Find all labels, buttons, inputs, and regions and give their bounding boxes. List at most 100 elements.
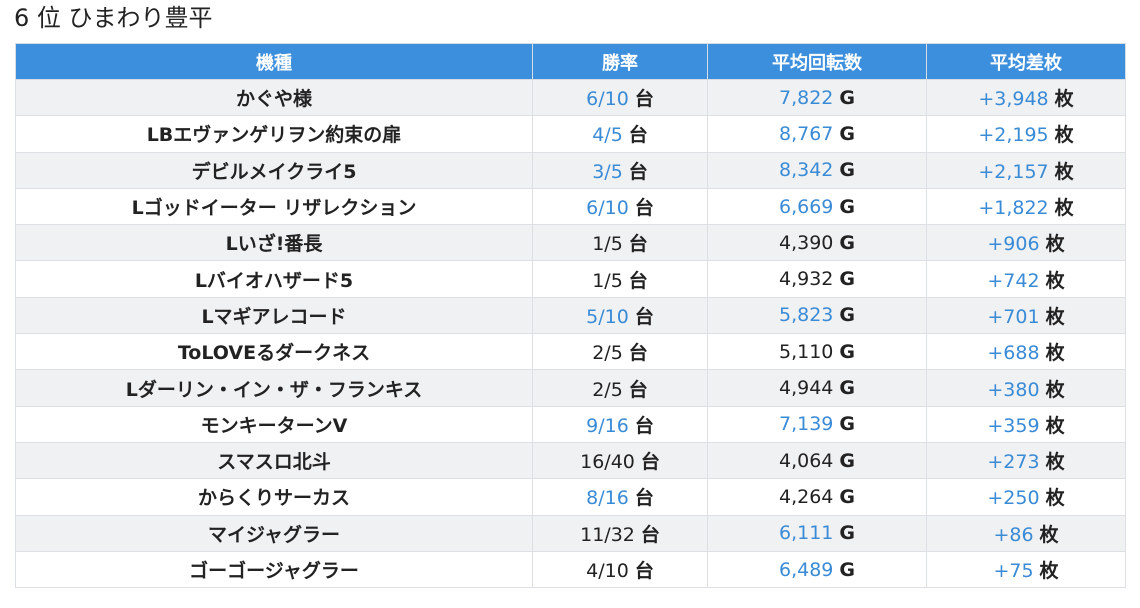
avg-spins-value: 7,822 bbox=[778, 86, 834, 109]
avg-diff-value: +359 bbox=[987, 414, 1040, 437]
avg-diff-cell: +2,157 枚 bbox=[926, 151, 1126, 189]
column-header-win-rate[interactable]: 勝率 bbox=[532, 43, 708, 80]
win-rate-cell: 1/5 台 bbox=[532, 224, 708, 262]
table-row: Lバイオハザード5 1/5 台 4,932 G +742 枚 bbox=[15, 260, 1126, 298]
machine-name-cell: ゴーゴージャグラー bbox=[15, 550, 533, 589]
machine-name: Lマギアレコード bbox=[201, 305, 347, 328]
machine-name: かぐや様 bbox=[235, 88, 312, 111]
avg-spins-unit: G bbox=[839, 485, 855, 508]
table-row: デビルメイクライ5 3/5 台 8,342 G +2,157 枚 bbox=[15, 151, 1126, 189]
avg-diff-cell: +906 枚 bbox=[926, 224, 1126, 262]
avg-diff-cell: +380 枚 bbox=[926, 369, 1126, 407]
machine-name-cell: Lバイオハザード5 bbox=[15, 260, 533, 298]
avg-spins-cell: 4,264 G bbox=[707, 478, 927, 516]
table-row: Lいざ!番長 1/5 台 4,390 G +906 枚 bbox=[15, 224, 1126, 262]
win-rate-value: 11/32 bbox=[580, 523, 635, 546]
win-rate-cell: 11/32 台 bbox=[532, 514, 708, 552]
win-rate-value: 16/40 bbox=[580, 451, 635, 474]
avg-spins-unit: G bbox=[839, 86, 855, 109]
avg-diff-value: +742 bbox=[987, 269, 1040, 292]
avg-spins-cell: 7,139 G bbox=[707, 405, 927, 443]
avg-spins-value: 6,489 bbox=[778, 558, 834, 581]
win-rate-cell: 9/16 台 bbox=[532, 405, 708, 443]
ranking-table: 機種 勝率 平均回転数 平均差枚 かぐや様 6/10 台 7,822 G +3,948 枚 L… bbox=[15, 43, 1126, 589]
avg-diff-cell: +86 枚 bbox=[926, 514, 1126, 552]
machine-name: LBエヴァンゲリヲン約束の扉 bbox=[146, 124, 402, 147]
machine-name-cell: Lダーリン・イン・ザ・フランキス bbox=[15, 369, 533, 407]
avg-spins-cell: 7,822 G bbox=[707, 78, 927, 117]
win-rate-cell: 1/5 台 bbox=[532, 260, 708, 298]
avg-spins-cell: 6,489 G bbox=[707, 550, 927, 589]
avg-diff-unit: 枚 bbox=[1045, 378, 1065, 401]
machine-name-cell: デビルメイクライ5 bbox=[15, 151, 533, 189]
win-rate-cell: 2/5 台 bbox=[532, 333, 708, 371]
win-rate-value: 1/5 bbox=[592, 269, 623, 292]
table-row: LBエヴァンゲリヲン約束の扉 4/5 台 8,767 G +2,195 枚 bbox=[15, 115, 1126, 153]
win-rate-unit: 台 bbox=[628, 124, 648, 147]
avg-diff-value: +688 bbox=[987, 342, 1040, 365]
avg-diff-value: +701 bbox=[987, 305, 1040, 328]
avg-spins-value: 8,767 bbox=[778, 122, 834, 145]
avg-diff-value: +1,822 bbox=[978, 197, 1049, 220]
avg-diff-cell: +250 枚 bbox=[926, 478, 1126, 516]
win-rate-cell: 6/10 台 bbox=[532, 187, 708, 226]
win-rate-cell: 3/5 台 bbox=[532, 151, 708, 189]
win-rate-cell: 8/16 台 bbox=[532, 478, 708, 516]
avg-spins-unit: G bbox=[839, 268, 855, 291]
machine-name: ゴーゴージャグラー bbox=[189, 560, 359, 582]
avg-diff-unit: 枚 bbox=[1054, 197, 1074, 220]
avg-spins-unit: G bbox=[839, 159, 855, 182]
avg-diff-unit: 枚 bbox=[1045, 233, 1065, 256]
win-rate-unit: 台 bbox=[634, 487, 654, 510]
machine-name-cell: ToLOVEるダークネス bbox=[15, 333, 533, 371]
avg-diff-cell: +273 枚 bbox=[926, 441, 1126, 480]
avg-diff-cell: +2,195 枚 bbox=[926, 115, 1126, 153]
avg-spins-value: 4,944 bbox=[778, 377, 834, 400]
avg-diff-value: +380 bbox=[987, 378, 1040, 401]
column-header-avg-diff[interactable]: 平均差枚 bbox=[926, 43, 1126, 80]
avg-diff-unit: 枚 bbox=[1045, 305, 1065, 328]
avg-diff-cell: +3,948 枚 bbox=[926, 78, 1126, 117]
avg-spins-cell: 4,064 G bbox=[707, 441, 927, 480]
table-header-row: 機種 勝率 平均回転数 平均差枚 bbox=[15, 43, 1126, 80]
machine-name: Lゴッドイーター リザレクション bbox=[131, 197, 417, 220]
machine-name-cell: Lいざ!番長 bbox=[15, 224, 533, 262]
avg-diff-value: +75 bbox=[993, 560, 1034, 582]
win-rate-unit: 台 bbox=[628, 233, 648, 256]
avg-diff-value: +86 bbox=[993, 523, 1034, 546]
avg-spins-value: 5,823 bbox=[778, 304, 834, 327]
win-rate-value: 2/5 bbox=[592, 342, 623, 365]
machine-name: Lいざ!番長 bbox=[225, 233, 323, 256]
machine-name-cell: Lマギアレコード bbox=[15, 296, 533, 335]
avg-spins-unit: G bbox=[839, 231, 855, 254]
table-body: かぐや様 6/10 台 7,822 G +3,948 枚 LBエヴァンゲリヲン約束の扉 4/5 台… bbox=[15, 78, 1126, 589]
column-header-avg-spins[interactable]: 平均回転数 bbox=[707, 43, 927, 80]
avg-spins-value: 4,264 bbox=[778, 485, 834, 508]
machine-name-cell: LBエヴァンゲリヲン約束の扉 bbox=[15, 115, 533, 153]
avg-spins-unit: G bbox=[839, 558, 855, 581]
win-rate-unit: 台 bbox=[628, 269, 648, 292]
column-header-machine[interactable]: 機種 bbox=[15, 43, 533, 80]
win-rate-value: 5/10 bbox=[586, 305, 629, 328]
avg-spins-cell: 8,342 G bbox=[707, 151, 927, 189]
avg-spins-value: 4,390 bbox=[778, 231, 834, 254]
avg-spins-value: 8,342 bbox=[778, 159, 834, 182]
table-row: Lゴッドイーター リザレクション 6/10 台 6,669 G +1,822 枚 bbox=[15, 187, 1126, 226]
avg-diff-value: +250 bbox=[987, 487, 1040, 510]
avg-diff-value: +3,948 bbox=[978, 88, 1049, 111]
avg-diff-unit: 枚 bbox=[1045, 487, 1065, 510]
avg-spins-cell: 5,110 G bbox=[707, 333, 927, 371]
avg-diff-cell: +75 枚 bbox=[926, 550, 1126, 589]
win-rate-unit: 台 bbox=[634, 88, 654, 111]
avg-diff-cell: +688 枚 bbox=[926, 333, 1126, 371]
avg-diff-unit: 枚 bbox=[1045, 342, 1065, 365]
machine-name-cell: Lゴッドイーター リザレクション bbox=[15, 187, 533, 226]
avg-spins-cell: 4,390 G bbox=[707, 224, 927, 262]
win-rate-value: 4/5 bbox=[592, 124, 623, 147]
table-row: Lダーリン・イン・ザ・フランキス 2/5 台 4,944 G +380 枚 bbox=[15, 369, 1126, 407]
avg-diff-unit: 枚 bbox=[1045, 451, 1065, 474]
machine-name: からくりサーカス bbox=[197, 487, 350, 510]
avg-diff-value: +2,195 bbox=[978, 124, 1049, 147]
win-rate-unit: 台 bbox=[634, 414, 654, 437]
